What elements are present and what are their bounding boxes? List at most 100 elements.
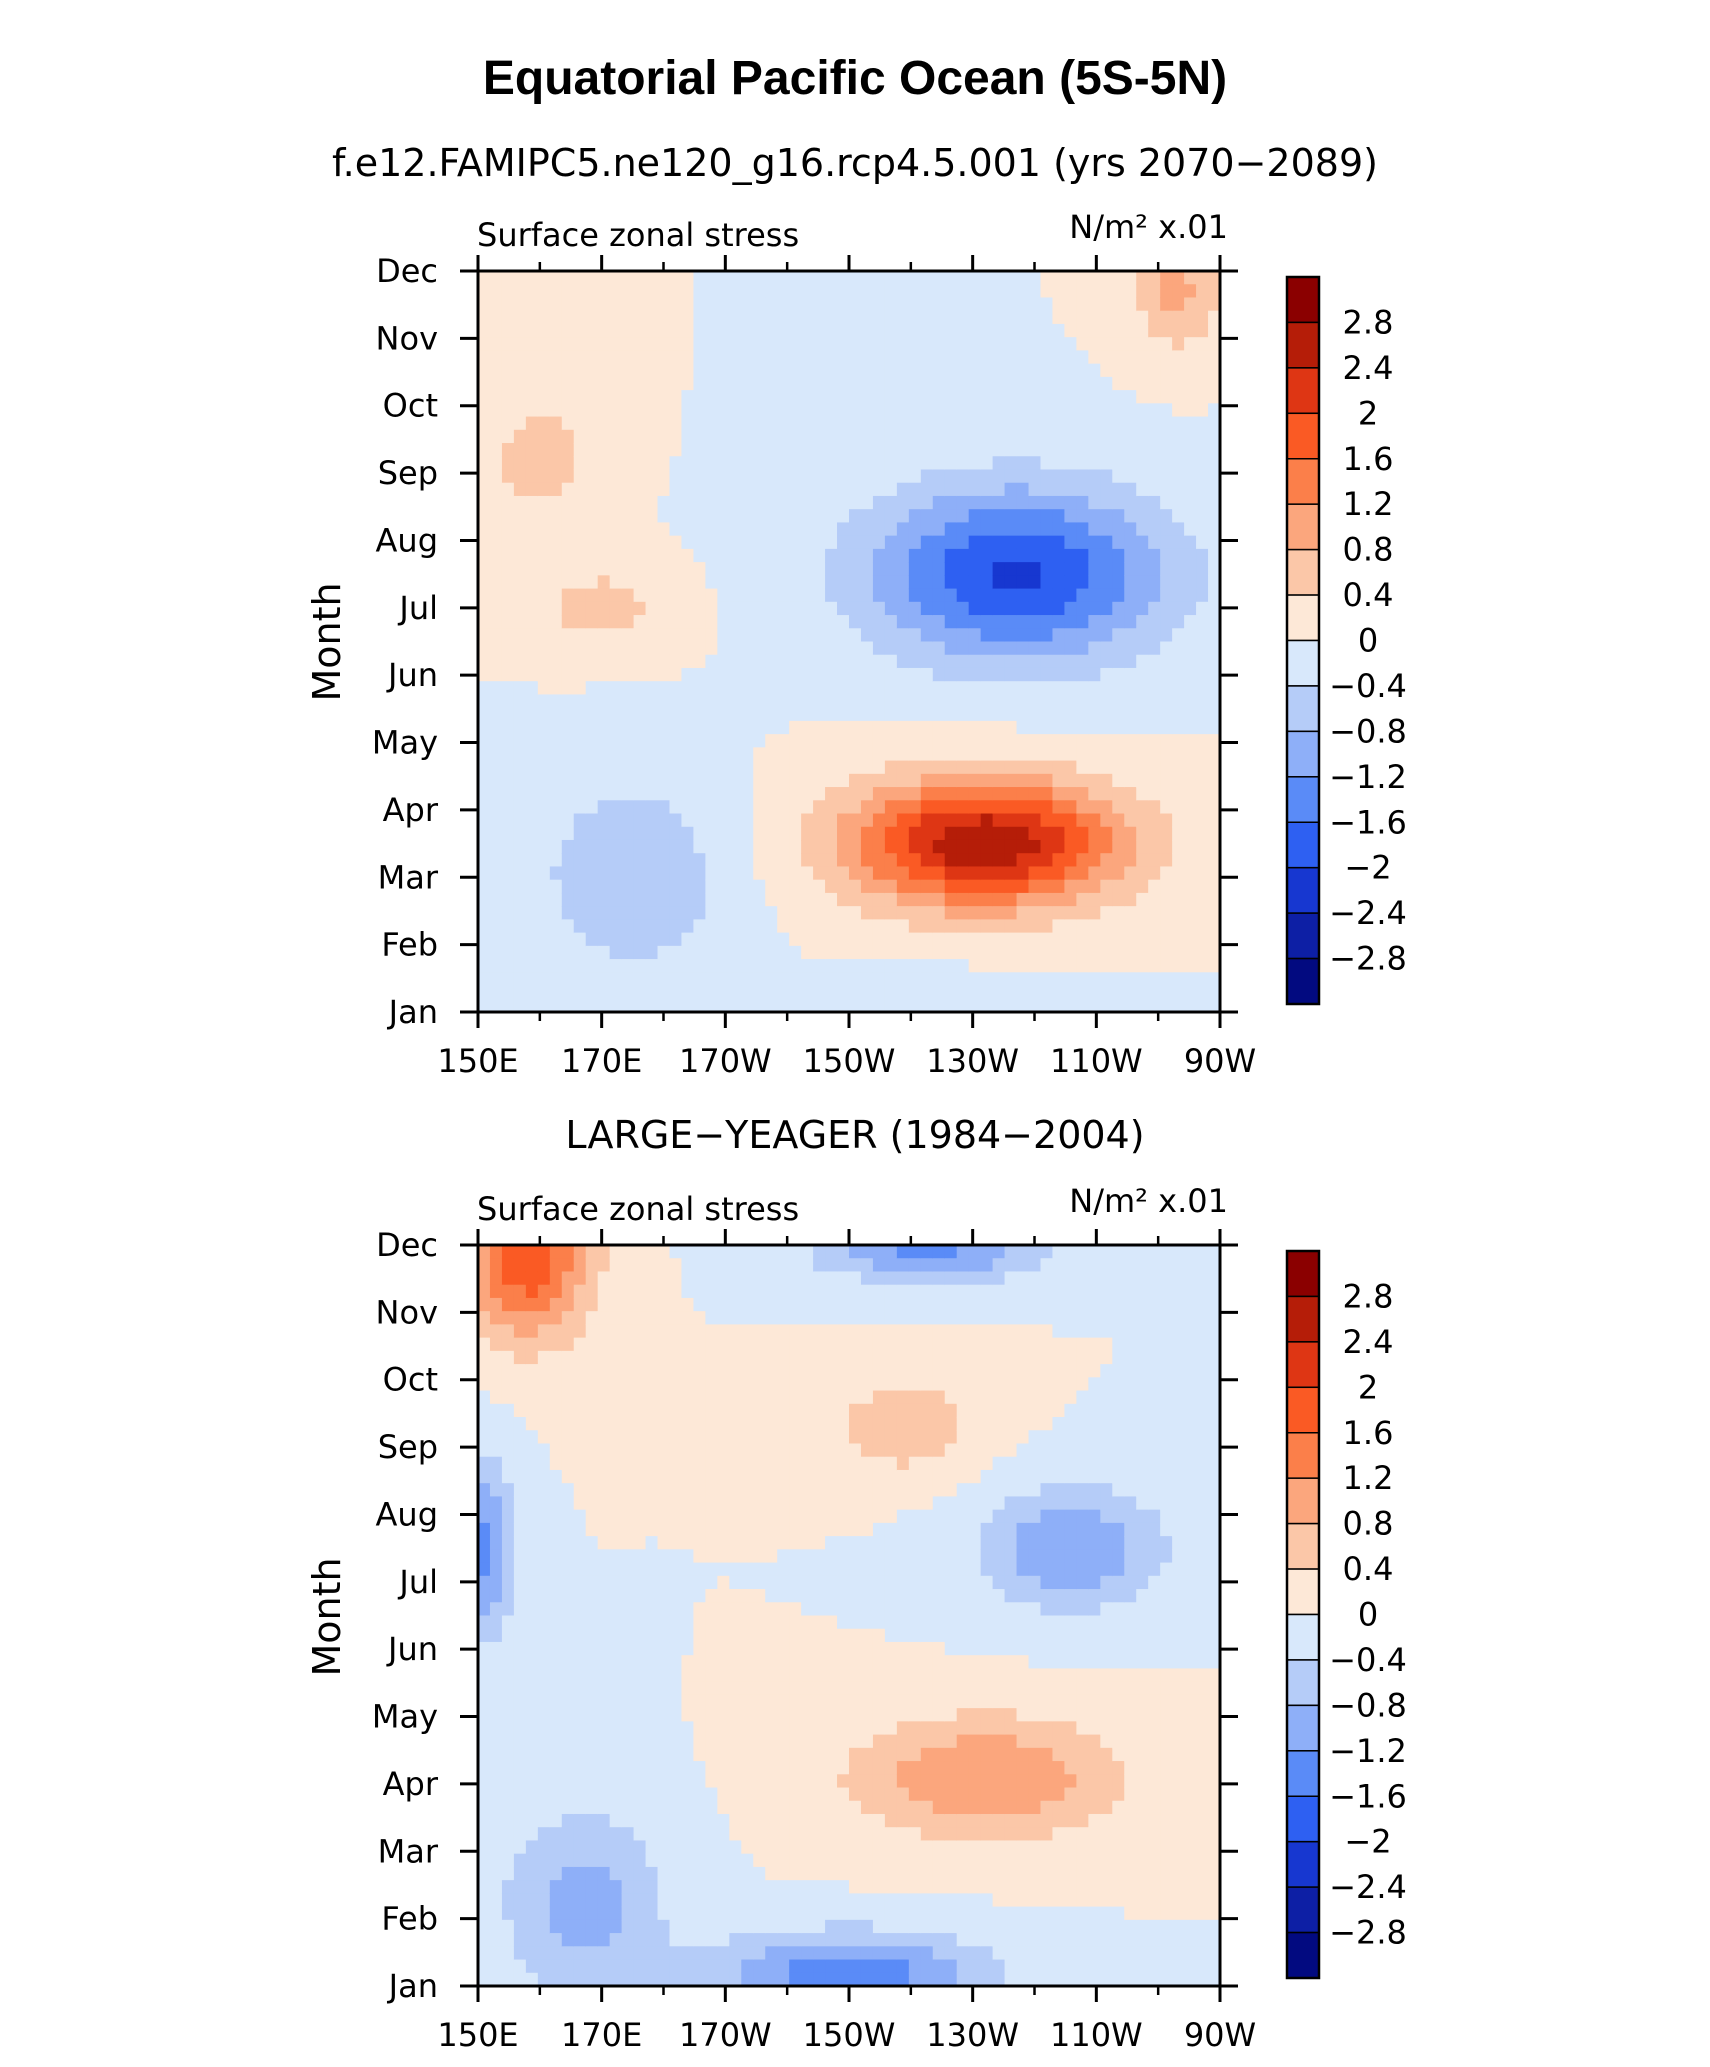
contour-cell [1136,919,1149,933]
contour-cell [837,681,850,695]
contour-cell [1005,959,1018,973]
contour-cell [538,1827,551,1841]
contour-cell [753,469,766,483]
contour-cell [705,734,718,748]
contour-cell [765,615,778,629]
contour-cell [729,522,742,536]
contour-cell [897,350,910,364]
contour-cell [658,919,671,933]
contour-cell [969,986,982,1000]
contour-cell [825,469,838,483]
contour-cell [550,350,563,364]
contour-cell [586,1748,599,1762]
contour-cell [909,893,922,907]
contour-cell [1100,615,1113,629]
contour-cell [741,1311,754,1325]
contour-cell [538,1761,551,1775]
contour-cell [957,575,970,589]
contour-cell [610,1960,623,1974]
contour-cell [669,311,682,325]
contour-cell [681,1960,694,1974]
contour-cell [526,1338,539,1352]
contour-cell [729,655,742,669]
contour-cell [658,1774,671,1788]
contour-cell [1064,814,1077,828]
contour-cell [681,853,694,867]
contour-cell [909,496,922,510]
contour-cell [538,390,551,404]
contour-cell [502,297,515,311]
contour-cell [705,1946,718,1960]
contour-cell [1088,483,1101,497]
contour-cell [837,814,850,828]
contour-cell [526,1470,539,1484]
contour-cell [490,284,503,298]
contour-cell [526,880,539,894]
contour-cell [526,483,539,497]
contour-cell [993,430,1006,444]
contour-cell [717,761,730,775]
contour-cell [789,681,802,695]
contour-cell [813,959,826,973]
contour-cell [502,919,515,933]
contour-cell [658,1430,671,1444]
contour-cell [1017,403,1030,417]
contour-cell [1017,761,1030,775]
contour-cell [490,1761,503,1775]
contour-cell [777,893,790,907]
contour-cell [993,628,1006,642]
contour-cell [1029,271,1042,285]
contour-cell [502,284,515,298]
contour-cell [873,297,886,311]
contour-cell [1029,443,1042,457]
contour-cell [1076,284,1089,298]
contour-cell [861,496,874,510]
contour-cell [1184,761,1197,775]
contour-cell [765,1258,778,1272]
contour-cell [705,1920,718,1934]
contour-cell [897,893,910,907]
contour-cell [622,284,635,298]
contour-cell [478,562,491,576]
contour-cell [1029,377,1042,391]
contour-cell [1136,615,1149,629]
contour-cell [574,1443,587,1457]
contour-cell [705,536,718,550]
contour-cell [514,774,527,788]
contour-cell [622,615,635,629]
contour-cell [729,1880,742,1894]
contour-cell [777,1338,790,1352]
contour-cell [777,602,790,616]
contour-cell [574,575,587,589]
contour-cell [729,324,742,338]
contour-cell [693,893,706,907]
contour-cell [610,1695,623,1709]
contour-cell [969,297,982,311]
contour-cell [550,1510,563,1524]
contour-cell [1184,284,1197,298]
contour-cell [586,1523,599,1537]
contour-cell [765,430,778,444]
contour-cell [1112,417,1125,431]
contour-cell [658,1576,671,1590]
contour-cell [669,1443,682,1457]
contour-cell [885,681,898,695]
contour-cell [502,1523,515,1537]
contour-cell [1088,866,1101,880]
contour-cell [681,1285,694,1299]
contour-cell [586,814,599,828]
contour-cell [729,456,742,470]
contour-cell [1029,390,1042,404]
contour-cell [873,284,886,298]
contour-cell [837,390,850,404]
contour-cell [1124,774,1137,788]
contour-cell [717,1563,730,1577]
contour-cell [1112,655,1125,669]
contour-cell [1160,337,1173,351]
contour-cell [861,615,874,629]
contour-cell [741,827,754,841]
contour-cell [1196,350,1209,364]
contour-cell [610,1682,623,1696]
contour-cell [1196,549,1209,563]
contour-cell [586,906,599,920]
